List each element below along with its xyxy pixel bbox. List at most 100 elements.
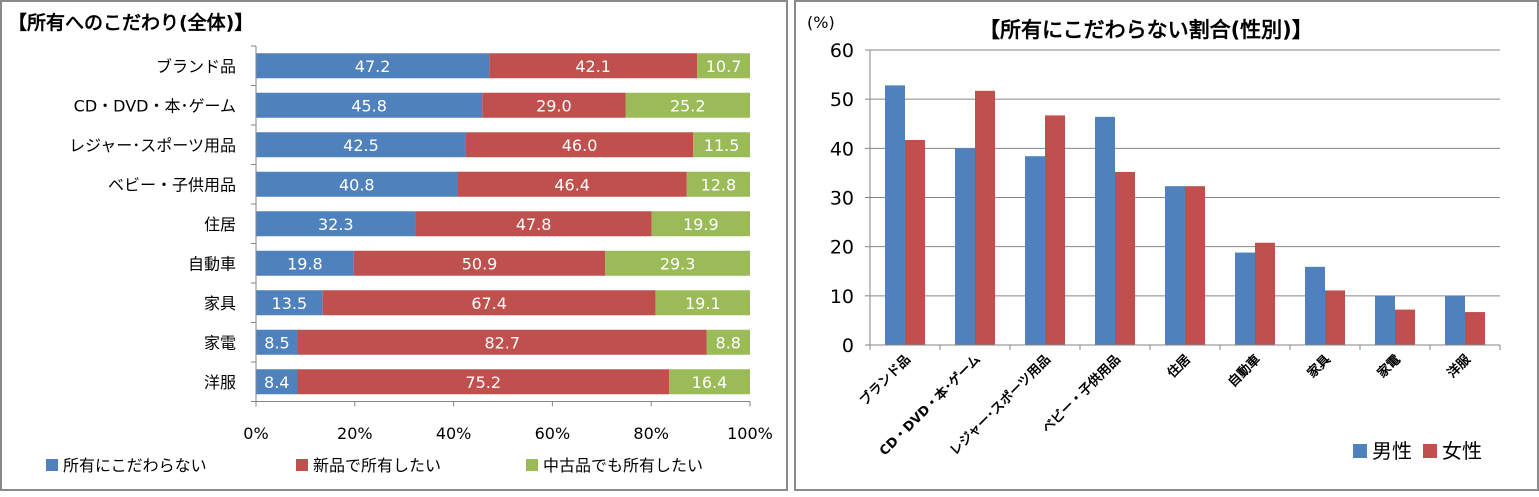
bar-segment [256,92,483,118]
bar [1375,295,1395,345]
category-label: 家電 [1374,352,1404,382]
bar-segment [457,171,687,197]
chart-title: 【所有へのこだわり(全体)】 [8,11,253,34]
category-label: 自動車 [188,254,236,273]
bar-segment [256,211,416,237]
bar-segment [465,132,694,158]
y-tick-label: 50 [830,89,854,111]
bar-segment [415,211,652,237]
data-label: 42.5 [343,136,379,155]
data-label: 12.8 [701,175,737,194]
bar-segment [482,92,626,118]
bar [885,85,905,346]
y-tick-label: 0 [842,335,854,357]
bar-segment [256,369,298,395]
data-label: 42.1 [575,57,611,76]
y-tick-label: 10 [830,286,854,308]
data-label: 8.5 [264,333,289,352]
bar-segment [686,171,750,197]
bar-segment [353,250,606,276]
x-tick-label: 0% [243,424,268,443]
x-tick-label: 80% [633,424,669,443]
bar-segment [489,53,698,79]
data-label: 75.2 [465,373,501,392]
legend-label: 新品で所有したい [313,456,441,475]
bar-segment [256,171,458,197]
bar [905,139,925,345]
legend-swatch [1353,444,1367,458]
data-label: 32.3 [318,215,354,234]
y-tick-label: 60 [830,40,854,62]
legend-label: 中古品でも所有したい [543,456,703,475]
grouped-bar-chart: 【所有にこだわらない割合(性別)】(%)0102030405060ブランド品CD… [807,13,1501,463]
stacked-bar-chart: 【所有へのこだわり(全体)】ブランド品 47.2 42.1 10.7 CD・DVD・本･… [8,11,773,475]
legend-swatch [1423,444,1437,458]
bar-segment [256,53,490,79]
y-axis-unit: (%) [807,13,835,32]
y-tick-label: 30 [830,188,854,210]
bar [1095,116,1115,345]
bar-segment [651,211,750,237]
category-label: 住居 [1164,352,1194,382]
bar-segment [706,329,750,355]
data-label: 47.2 [355,57,391,76]
bar [955,148,975,345]
data-label: 67.4 [471,294,507,313]
data-label: 19.1 [685,294,721,313]
bar [1025,156,1045,345]
category-label: 家具 [204,294,236,313]
x-tick-label: 40% [436,424,472,443]
data-label: 50.9 [462,254,498,273]
bar [975,90,995,345]
category-label: 洋服 [204,373,236,392]
category-label: レジャー･スポーツ用品 [69,136,236,155]
category-label: 自動車 [1225,352,1264,391]
bar-segment [256,132,466,158]
legend-label: 女性 [1442,439,1482,463]
bar [1325,290,1345,345]
data-label: 29.0 [536,96,572,115]
bar-segment [297,369,669,395]
category-label: 家電 [204,333,236,352]
data-label: 10.7 [706,57,742,76]
bar-segment [297,329,707,355]
bar-segment [256,250,354,276]
data-label: 29.3 [660,254,696,273]
legend-swatch [46,459,58,471]
category-label: ブランド品 [857,352,914,409]
bar [1045,115,1065,346]
category-label: 家具 [1304,352,1334,382]
bar-segment [605,250,750,276]
y-tick-label: 40 [830,138,854,160]
bar [1115,171,1135,345]
bar-segment [625,92,750,118]
data-label: 8.4 [264,373,289,392]
bar [1255,242,1275,345]
data-label: 19.9 [683,215,719,234]
data-label: 8.8 [716,333,741,352]
legend-label: 所有にこだわらない [63,456,207,475]
bar [1305,266,1325,345]
data-label: 13.5 [272,294,308,313]
bar-segment [697,53,750,79]
data-label: 40.8 [339,175,375,194]
category-label: ブランド品 [156,57,236,76]
bar [1395,309,1415,345]
bar-segment [256,290,323,316]
x-tick-label: 100% [727,424,773,443]
category-label: ベビー・子供用品 [108,175,236,194]
bar-segment [322,290,656,316]
bar [1185,186,1205,345]
bar [1465,312,1485,345]
legend-label: 男性 [1372,439,1412,463]
data-label: 46.4 [554,175,590,194]
y-tick-label: 20 [830,237,854,259]
bar-segment [655,290,750,316]
bar-segment [693,132,750,158]
data-label: 47.8 [516,215,552,234]
legend-swatch [526,459,538,471]
category-label: CD・DVD・本･ゲーム [74,96,236,115]
data-label: 82.7 [484,333,520,352]
data-label: 11.5 [704,136,740,155]
chart-title: 【所有にこだわらない割合(性別)】 [979,18,1313,42]
